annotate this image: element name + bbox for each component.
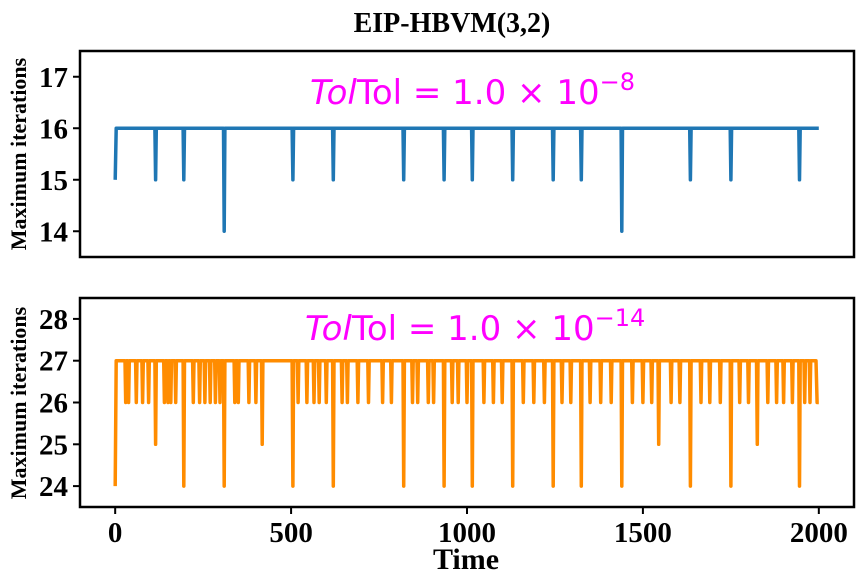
top-y-tick-label: 15 bbox=[39, 165, 68, 197]
series-tol-1e-8 bbox=[113, 126, 819, 234]
bottom-y-tick-label: 26 bbox=[39, 388, 68, 420]
top-annotation-prefix: Tol = 1.0 × 10 bbox=[356, 73, 600, 113]
top-y-tick-label: 14 bbox=[39, 216, 68, 248]
top-annotation-exponent: −8 bbox=[600, 68, 635, 96]
bottom-x-ticks: 0 500 1000 1500 2000 bbox=[108, 507, 848, 549]
bottom-y-tick-label: 25 bbox=[39, 429, 68, 461]
series-tol-1e-14 bbox=[113, 358, 819, 488]
top-y-tick-label: 16 bbox=[39, 113, 68, 145]
top-panel: 14 15 16 17 Maximum iterations TolTol = 1.0… bbox=[6, 49, 856, 259]
top-tolerance-annotation: TolTol = 1.0 × 10−8 bbox=[310, 68, 635, 113]
top-series-line bbox=[113, 126, 819, 234]
x-tick-label: 2000 bbox=[790, 517, 848, 549]
bottom-annotation-exponent: −14 bbox=[595, 304, 646, 332]
top-axes-frame bbox=[78, 49, 856, 259]
bottom-tolerance-annotation: TolTol = 1.0 × 10−14 bbox=[305, 304, 645, 349]
bottom-series-line bbox=[113, 358, 819, 488]
x-tick-label: 1500 bbox=[614, 517, 672, 549]
bottom-annotation-prefix: Tol = 1.0 × 10 bbox=[351, 309, 595, 349]
bottom-y-tick-label: 24 bbox=[39, 471, 68, 503]
top-y-tick-label: 17 bbox=[39, 62, 68, 94]
bottom-y-axis-label: Maximum iterations bbox=[6, 306, 31, 499]
top-y-axis-label: Maximum iterations bbox=[6, 57, 31, 250]
x-axis-label: Time bbox=[433, 543, 499, 576]
bottom-panel: 24 25 26 27 28 0 500 1000 1500 2000 Maximum iter… bbox=[6, 296, 856, 576]
chart-title: EIP-HBVM(3,2) bbox=[354, 8, 551, 39]
x-tick-label: 500 bbox=[269, 517, 313, 549]
bottom-y-tick-label: 28 bbox=[39, 304, 68, 336]
bottom-y-tick-label: 27 bbox=[39, 346, 68, 378]
x-tick-label: 1000 bbox=[438, 517, 496, 549]
x-tick-label: 0 bbox=[108, 517, 123, 549]
bottom-y-ticks: 24 25 26 27 28 bbox=[39, 304, 80, 503]
top-y-ticks: 14 15 16 17 bbox=[39, 62, 80, 248]
